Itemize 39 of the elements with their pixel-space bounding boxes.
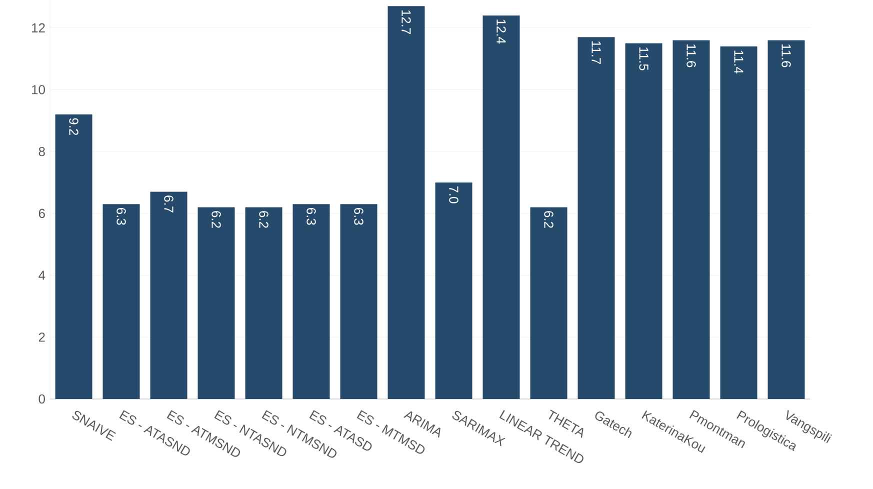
data-label: 6.3: [354, 208, 364, 225]
y-tick-label: 2: [38, 332, 45, 342]
data-label: 6.2: [544, 211, 554, 228]
y-tick-label: 6: [38, 208, 45, 218]
bar: [388, 6, 425, 399]
bar: [625, 43, 662, 399]
bar: [245, 207, 282, 399]
data-label: 6.2: [212, 211, 221, 228]
y-tick-label: 4: [38, 270, 46, 280]
bar: [672, 40, 710, 399]
bar: [530, 207, 568, 399]
y-tick-label: 8: [38, 146, 45, 156]
data-label: 9.2: [69, 118, 78, 136]
bar: [435, 182, 472, 399]
bar: [720, 46, 758, 399]
y-tick-label: 12: [32, 23, 45, 32]
data-label: 7.0: [449, 186, 458, 204]
data-label: 12.7: [402, 10, 411, 34]
bar: [482, 15, 520, 399]
bar: [150, 192, 188, 399]
bar: [102, 204, 140, 399]
y-tick-label: 10: [32, 85, 45, 94]
data-label: 11.6: [782, 44, 791, 68]
data-label: 6.7: [164, 196, 174, 212]
data-label: 11.4: [734, 50, 744, 74]
y-tick-label: 0: [38, 394, 45, 404]
data-label: 12.4: [496, 20, 506, 44]
bar: [55, 114, 92, 399]
bar: [578, 37, 615, 399]
data-label: 6.3: [306, 208, 316, 225]
bar: [198, 207, 235, 399]
bar: [292, 204, 330, 399]
data-label: 11.7: [592, 41, 601, 64]
data-label: 6.2: [259, 211, 268, 228]
data-label: 11.6: [686, 44, 696, 68]
bar: [768, 40, 805, 399]
data-label: 6.3: [116, 208, 126, 225]
bar: [340, 204, 378, 399]
data-label: 11.5: [639, 47, 648, 70]
